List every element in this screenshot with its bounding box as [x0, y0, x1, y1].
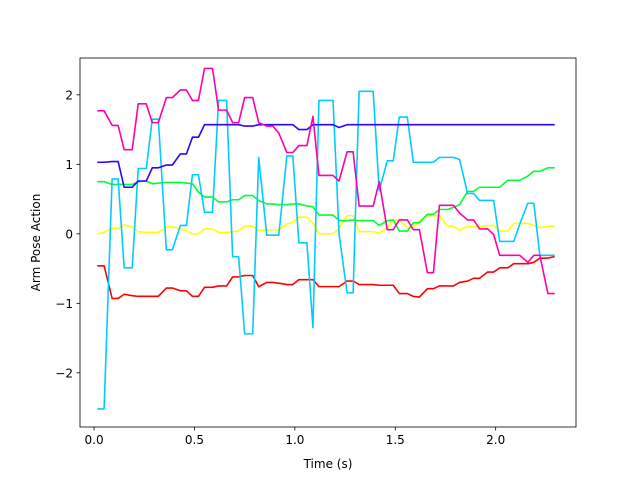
y-tick-label: −2 [55, 366, 73, 380]
x-axis-ticks: 0.0 0.5 1.0 1.5 2.0 [85, 427, 505, 447]
series-layer [97, 67, 555, 410]
x-tick-label: 1.5 [386, 433, 405, 447]
x-tick-label: 0.5 [185, 433, 204, 447]
y-tick-label: −1 [55, 297, 73, 311]
y-axis-ticks: −2 −1 0 1 2 [55, 88, 80, 380]
x-tick-label: 0.0 [85, 433, 104, 447]
series-line-3 [97, 167, 555, 232]
plot-frame [79, 57, 577, 428]
x-tick-label: 2.0 [486, 433, 505, 447]
series-line-5 [97, 123, 555, 189]
y-tick-label: 2 [65, 88, 73, 102]
y-tick-label: 1 [65, 158, 73, 172]
x-tick-label: 1.0 [285, 433, 304, 447]
series-line-4 [97, 90, 555, 410]
y-tick-label: 0 [65, 227, 73, 241]
x-axis-label: Time (s) [303, 457, 353, 471]
series-line-1 [97, 255, 555, 300]
y-axis-label: Arm Pose Action [29, 194, 43, 292]
series-line-6 [97, 67, 555, 295]
